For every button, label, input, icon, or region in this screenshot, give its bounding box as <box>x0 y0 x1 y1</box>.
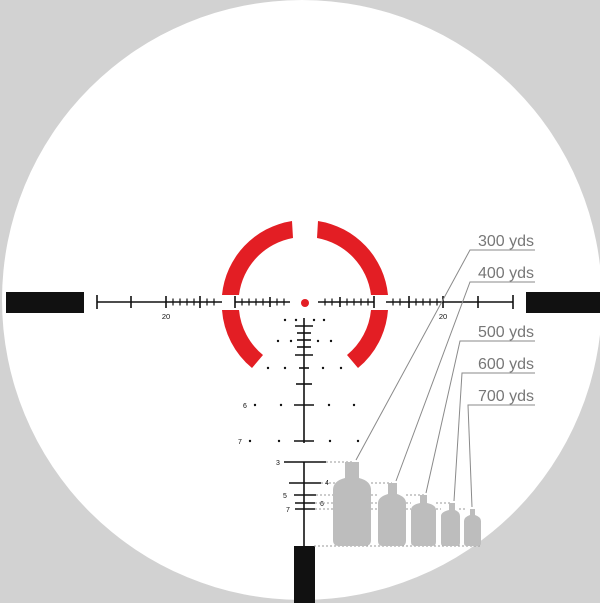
target-600-yds <box>441 503 460 546</box>
vertical-stem <box>294 318 314 443</box>
holdover-dots <box>248 318 360 443</box>
target-silhouettes <box>333 462 481 546</box>
ring-segment-bottom-right <box>347 310 388 368</box>
holdover-label-7: 7 <box>238 439 242 446</box>
target-400-yds <box>378 483 406 546</box>
horizontal-minor-ticks <box>172 298 438 306</box>
right-20-label: 20 <box>439 312 447 321</box>
red-ring <box>222 221 388 368</box>
ladder-label-6: 6 <box>320 501 324 508</box>
ring-segment-top-left <box>222 221 293 295</box>
center-red-dot <box>301 299 309 307</box>
ladder-label-7: 7 <box>286 507 290 514</box>
ladder-label-3: 3 <box>276 460 280 467</box>
target-500-yds <box>411 495 436 546</box>
lower-ladder <box>284 461 326 546</box>
target-300-yds <box>333 462 371 546</box>
left-thick-post <box>6 292 84 313</box>
range-label-700: 700 yds <box>478 388 534 405</box>
ring-segment-top-right <box>317 221 388 295</box>
ring-segment-bottom-left <box>222 310 263 368</box>
range-leader-lines <box>355 249 535 508</box>
holdover-label-6: 6 <box>243 403 247 410</box>
ladder-label-5: 5 <box>283 493 287 500</box>
range-label-300: 300 yds <box>478 233 534 250</box>
bottom-thick-post <box>294 546 315 603</box>
target-700-yds <box>464 509 481 546</box>
range-label-500: 500 yds <box>478 324 534 341</box>
range-label-400: 400 yds <box>478 265 534 282</box>
left-20-label: 20 <box>162 312 170 321</box>
right-thick-post <box>526 292 600 313</box>
range-label-600: 600 yds <box>478 356 534 373</box>
